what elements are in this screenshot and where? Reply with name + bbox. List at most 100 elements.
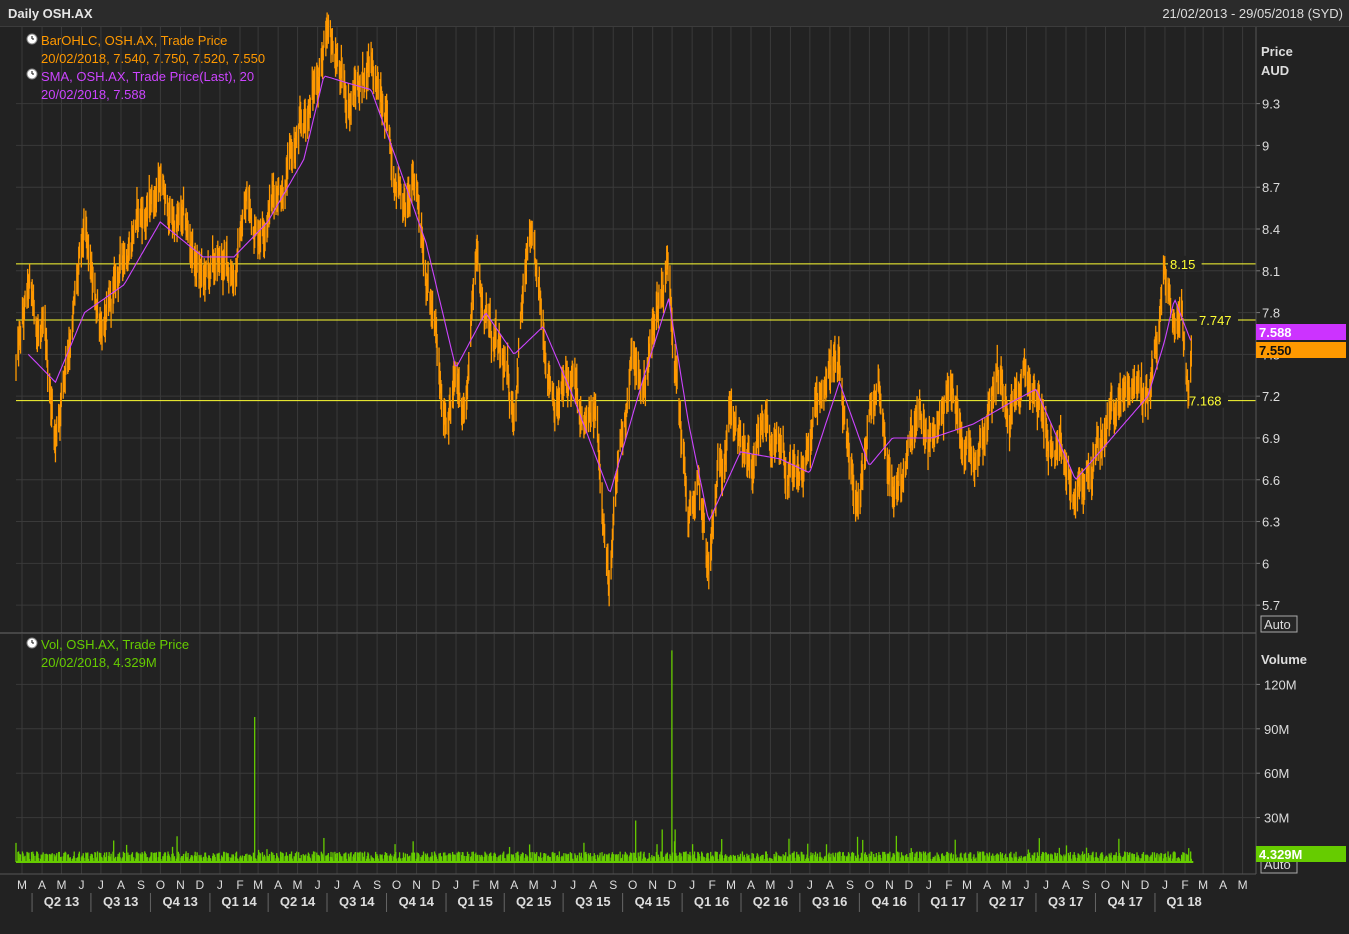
price-gridlines bbox=[16, 27, 1256, 633]
month-tick-label: O bbox=[628, 878, 637, 892]
last-price-badge-text: 7.550 bbox=[1259, 343, 1292, 358]
level-label: 7.747 bbox=[1199, 313, 1232, 328]
price-tick-label: 6.3 bbox=[1262, 515, 1280, 530]
volume-gridlines bbox=[16, 634, 1256, 874]
month-tick-label: J bbox=[551, 878, 557, 892]
clock-icon[interactable] bbox=[26, 68, 38, 80]
volume-tick-label: 120M bbox=[1264, 677, 1297, 692]
price-tick-label: 9 bbox=[1262, 138, 1269, 153]
quarter-tick-label: Q4 15 bbox=[635, 894, 670, 909]
price-auto-scale-button[interactable]: Auto bbox=[1260, 615, 1298, 633]
level-label-bg bbox=[1168, 255, 1202, 271]
last-price-badge: 7.550 bbox=[1256, 342, 1346, 358]
quarter-tick-label: Q2 14 bbox=[280, 894, 316, 909]
price-ohlc-bars bbox=[15, 12, 1192, 607]
month-tick-label: M bbox=[489, 878, 499, 892]
quarter-tick-label: Q2 16 bbox=[753, 894, 788, 909]
sma-legend-line1: SMA, OSH.AX, Trade Price(Last), 20 bbox=[41, 69, 254, 84]
price-tick-label: 8.4 bbox=[1262, 222, 1280, 237]
month-tick-label: J bbox=[926, 878, 932, 892]
month-tick-label: A bbox=[274, 878, 282, 892]
horizontal-levels[interactable]: 8.15 7.747 7.168 bbox=[16, 255, 1256, 409]
month-tick-label: M bbox=[293, 878, 303, 892]
month-tick-label: N bbox=[885, 878, 894, 892]
month-tick-label: F bbox=[472, 878, 479, 892]
month-tick-label: M bbox=[765, 878, 775, 892]
price-tick-label: 7.2 bbox=[1262, 389, 1280, 404]
volume-tick-label: 30M bbox=[1264, 811, 1289, 826]
month-tick-label: A bbox=[1219, 878, 1227, 892]
month-tick-label: J bbox=[689, 878, 695, 892]
month-tick-label: M bbox=[17, 878, 27, 892]
chart-title: Daily OSH.AX bbox=[8, 6, 93, 21]
month-tick-label: A bbox=[747, 878, 755, 892]
month-tick-label: A bbox=[983, 878, 991, 892]
month-tick-label: O bbox=[392, 878, 401, 892]
month-tick-label: N bbox=[412, 878, 421, 892]
title-bar: Daily OSH.AX 21/02/2013 - 29/05/2018 (SY… bbox=[0, 0, 1349, 27]
volume-bars bbox=[15, 650, 1194, 863]
volume-legend-line1: Vol, OSH.AX, Trade Price bbox=[41, 637, 189, 652]
quarter-tick-label: Q4 13 bbox=[162, 894, 197, 909]
volume-tick-label: 90M bbox=[1264, 722, 1289, 737]
price-auto-label: Auto bbox=[1264, 617, 1291, 632]
last-volume-badge-text: 4.329M bbox=[1259, 847, 1302, 862]
month-tick-label: F bbox=[709, 878, 716, 892]
month-tick-label: S bbox=[846, 878, 854, 892]
month-tick-label: A bbox=[510, 878, 518, 892]
sma-badge-text: 7.588 bbox=[1259, 325, 1292, 340]
month-tick-label: A bbox=[1062, 878, 1070, 892]
volume-axis: 30M 60M 90M 120M bbox=[1256, 677, 1297, 826]
month-tick-label: M bbox=[529, 878, 539, 892]
price-tick-label: 8.7 bbox=[1262, 180, 1280, 195]
month-tick-label: N bbox=[1121, 878, 1130, 892]
clock-icon[interactable] bbox=[26, 637, 38, 649]
level-label: 8.15 bbox=[1170, 257, 1195, 272]
sma-series bbox=[27, 75, 1192, 522]
month-tick-label: J bbox=[1043, 878, 1049, 892]
volume-legend-line2: 20/02/2018, 4.329M bbox=[41, 655, 157, 670]
month-tick-label: S bbox=[609, 878, 617, 892]
month-tick-label: D bbox=[196, 878, 205, 892]
price-tick-label: 5.7 bbox=[1262, 598, 1280, 613]
month-tick-label: J bbox=[98, 878, 104, 892]
month-tick-label: J bbox=[453, 878, 459, 892]
month-tick-label: M bbox=[1198, 878, 1208, 892]
month-tick-label: M bbox=[1001, 878, 1011, 892]
volume-tick-label: 60M bbox=[1264, 766, 1289, 781]
month-tick-label: F bbox=[236, 878, 243, 892]
month-tick-label: S bbox=[373, 878, 381, 892]
quarter-tick-label: Q1 18 bbox=[1166, 894, 1201, 909]
ohlc-legend-line1: BarOHLC, OSH.AX, Trade Price bbox=[41, 33, 227, 48]
month-tick-label: J bbox=[807, 878, 813, 892]
volume-legend: Vol, OSH.AX, Trade Price 20/02/2018, 4.3… bbox=[26, 637, 189, 670]
month-tick-label: J bbox=[79, 878, 85, 892]
price-tick-label: 8.1 bbox=[1262, 264, 1280, 279]
price-tick-label: 7.8 bbox=[1262, 306, 1280, 321]
quarter-tick-label: Q4 14 bbox=[399, 894, 435, 909]
month-tick-label: D bbox=[1141, 878, 1150, 892]
month-tick-label: M bbox=[56, 878, 66, 892]
month-tick-label: J bbox=[217, 878, 223, 892]
clock-icon[interactable] bbox=[26, 33, 38, 45]
month-tick-label: O bbox=[865, 878, 874, 892]
quarter-tick-label: Q1 15 bbox=[457, 894, 492, 909]
month-tick-label: J bbox=[334, 878, 340, 892]
month-tick-label: A bbox=[589, 878, 597, 892]
quarter-tick-label: Q1 14 bbox=[221, 894, 257, 909]
price-tick-label: 6 bbox=[1262, 556, 1269, 571]
quarter-tick-label: Q4 17 bbox=[1108, 894, 1143, 909]
month-tick-label: O bbox=[1101, 878, 1110, 892]
month-tick-label: A bbox=[826, 878, 834, 892]
month-tick-label: J bbox=[570, 878, 576, 892]
level-label: 7.168 bbox=[1189, 394, 1222, 409]
sma-value-badge: 7.588 bbox=[1256, 324, 1346, 340]
quarter-tick-label: Q3 17 bbox=[1048, 894, 1083, 909]
quarter-tick-label: Q3 14 bbox=[339, 894, 375, 909]
quarter-tick-label: Q3 16 bbox=[812, 894, 847, 909]
sma-line bbox=[27, 75, 1192, 522]
quarter-tick-label: Q1 17 bbox=[930, 894, 965, 909]
price-axis-title: Price bbox=[1261, 44, 1293, 59]
